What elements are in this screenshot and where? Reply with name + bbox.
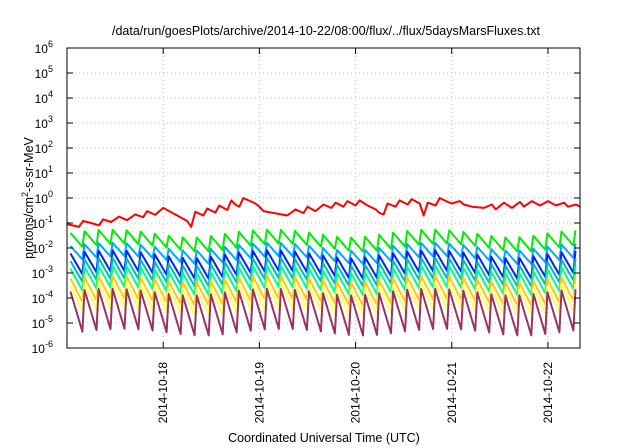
x-tick-label: 2014-10-21 bbox=[445, 362, 459, 424]
data-series bbox=[66, 197, 581, 337]
y-axis-label: protons/cm2-s-sr-MeV bbox=[20, 136, 36, 258]
series-line bbox=[69, 282, 577, 316]
y-tick-label: 104 bbox=[35, 89, 53, 106]
series-line bbox=[69, 241, 577, 266]
y-tick-label: 100 bbox=[35, 189, 53, 206]
y-tick-label: 10-6 bbox=[32, 339, 53, 356]
series-line bbox=[69, 274, 577, 307]
y-tick-label: 10-1 bbox=[32, 214, 53, 231]
y-tick-label: 10-2 bbox=[32, 239, 53, 256]
y-tick-label: 101 bbox=[35, 164, 53, 181]
x-axis-label: Coordinated Universal Time (UTC) bbox=[228, 431, 420, 445]
series-line bbox=[69, 264, 577, 297]
x-tick-label: 2014-10-19 bbox=[252, 362, 266, 424]
series-line bbox=[66, 197, 581, 228]
chart-title: /data/run/goesPlots/archive/2014-10-22/0… bbox=[112, 24, 541, 38]
series-line bbox=[69, 228, 577, 253]
x-tick-label: 2014-10-20 bbox=[349, 362, 363, 424]
x-tick-label: 2014-10-22 bbox=[541, 362, 555, 424]
y-tick-label: 10-3 bbox=[32, 264, 53, 281]
y-tick-label: 103 bbox=[35, 114, 53, 131]
y-tick-label: 10-4 bbox=[32, 289, 53, 306]
y-tick-label: 102 bbox=[35, 139, 53, 156]
series-line bbox=[69, 249, 577, 280]
series-line bbox=[69, 256, 577, 288]
y-tick-label: 105 bbox=[35, 64, 53, 81]
x-tick-label: 2014-10-18 bbox=[156, 362, 170, 424]
y-tick-label: 106 bbox=[35, 39, 53, 56]
y-tick-label: 10-5 bbox=[32, 314, 53, 331]
series-line bbox=[69, 287, 577, 337]
y-axis: 10-6 10-5 10-4 10-3 10-2 10-1 100 101 102 103 104 1… bbox=[32, 39, 580, 356]
x-axis: 2014-10-18 2014-10-19 2014-10-20 2014-10-21… bbox=[156, 48, 555, 423]
